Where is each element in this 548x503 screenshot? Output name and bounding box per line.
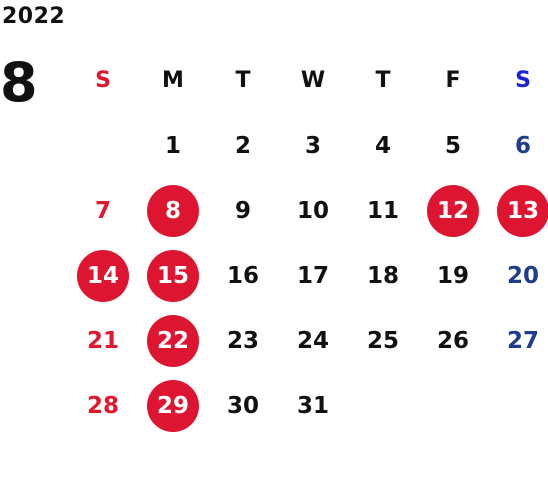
day-number: 18 [366,262,399,289]
day-number: 23 [226,327,259,354]
day-cell[interactable]: 26 [418,308,488,373]
day-number: 26 [436,327,469,354]
day-number: 16 [226,262,259,289]
day-number: 31 [296,392,329,419]
day-cell-sunday[interactable]: 21 [68,308,138,373]
weekday-friday: F [445,68,461,93]
day-number: 5 [444,132,461,159]
weekday-tuesday: T [235,68,251,93]
day-number: 25 [366,327,399,354]
day-cell[interactable]: 18 [348,243,418,308]
day-cell[interactable]: 17 [278,243,348,308]
day-number: 11 [366,197,399,224]
day-cell[interactable]: 4 [348,113,418,178]
weekday-sunday: S [95,68,111,93]
day-number: 29 [147,379,199,432]
day-cell-holiday[interactable]: 15 [138,243,208,308]
day-number: 10 [296,197,329,224]
day-cell-empty [68,113,138,178]
day-number: 3 [304,132,321,159]
day-cell-empty [418,373,488,438]
day-cell[interactable]: 1 [138,113,208,178]
day-cell[interactable]: 31 [278,373,348,438]
calendar-month: 8 [0,51,38,114]
day-cell-holiday[interactable]: 8 [138,178,208,243]
day-number: 22 [147,314,199,367]
day-cell-holiday[interactable]: 22 [138,308,208,373]
day-cell-saturday[interactable]: 20 [488,243,548,308]
day-number: 20 [506,262,539,289]
day-cell-empty [348,373,418,438]
day-number: 15 [147,249,199,302]
day-number: 9 [234,197,251,224]
weekday-thursday: T [375,68,391,93]
day-number: 2 [234,132,251,159]
day-cell[interactable]: 25 [348,308,418,373]
day-number: 30 [226,392,259,419]
day-cell[interactable]: 24 [278,308,348,373]
day-cell[interactable]: 5 [418,113,488,178]
day-cell[interactable]: 10 [278,178,348,243]
day-number: 21 [86,327,119,354]
day-number: 17 [296,262,329,289]
day-number: 27 [506,327,539,354]
day-cell[interactable]: 16 [208,243,278,308]
day-cell-sunday[interactable]: 7 [68,178,138,243]
day-cell[interactable]: 23 [208,308,278,373]
day-number: 28 [86,392,119,419]
day-cell-empty [488,373,548,438]
day-cell[interactable]: 19 [418,243,488,308]
day-number: 4 [374,132,391,159]
day-number: 14 [77,249,129,302]
day-number: 7 [94,197,111,224]
calendar-grid: S M T W T F S 1 2 3 4 5 6 7 8 9 10 11 12… [68,48,548,438]
day-cell[interactable]: 11 [348,178,418,243]
calendar-year: 2022 [2,4,66,29]
day-cell-holiday[interactable]: 14 [68,243,138,308]
day-cell-sunday[interactable]: 28 [68,373,138,438]
day-cell-saturday[interactable]: 6 [488,113,548,178]
day-cell[interactable]: 30 [208,373,278,438]
day-cell-saturday[interactable]: 27 [488,308,548,373]
day-number: 8 [147,184,199,237]
day-number: 12 [427,184,479,237]
weekday-saturday: S [515,68,531,93]
day-cell-holiday[interactable]: 12 [418,178,488,243]
day-number: 24 [296,327,329,354]
day-number: 6 [514,132,531,159]
day-cell-holiday[interactable]: 29 [138,373,208,438]
weekday-monday: M [162,68,184,93]
day-cell-holiday[interactable]: 13 [488,178,548,243]
day-number: 1 [164,132,181,159]
day-number: 19 [436,262,469,289]
day-cell[interactable]: 3 [278,113,348,178]
day-cell[interactable]: 9 [208,178,278,243]
day-number: 13 [497,184,548,237]
day-cell[interactable]: 2 [208,113,278,178]
weekday-wednesday: W [300,68,326,93]
